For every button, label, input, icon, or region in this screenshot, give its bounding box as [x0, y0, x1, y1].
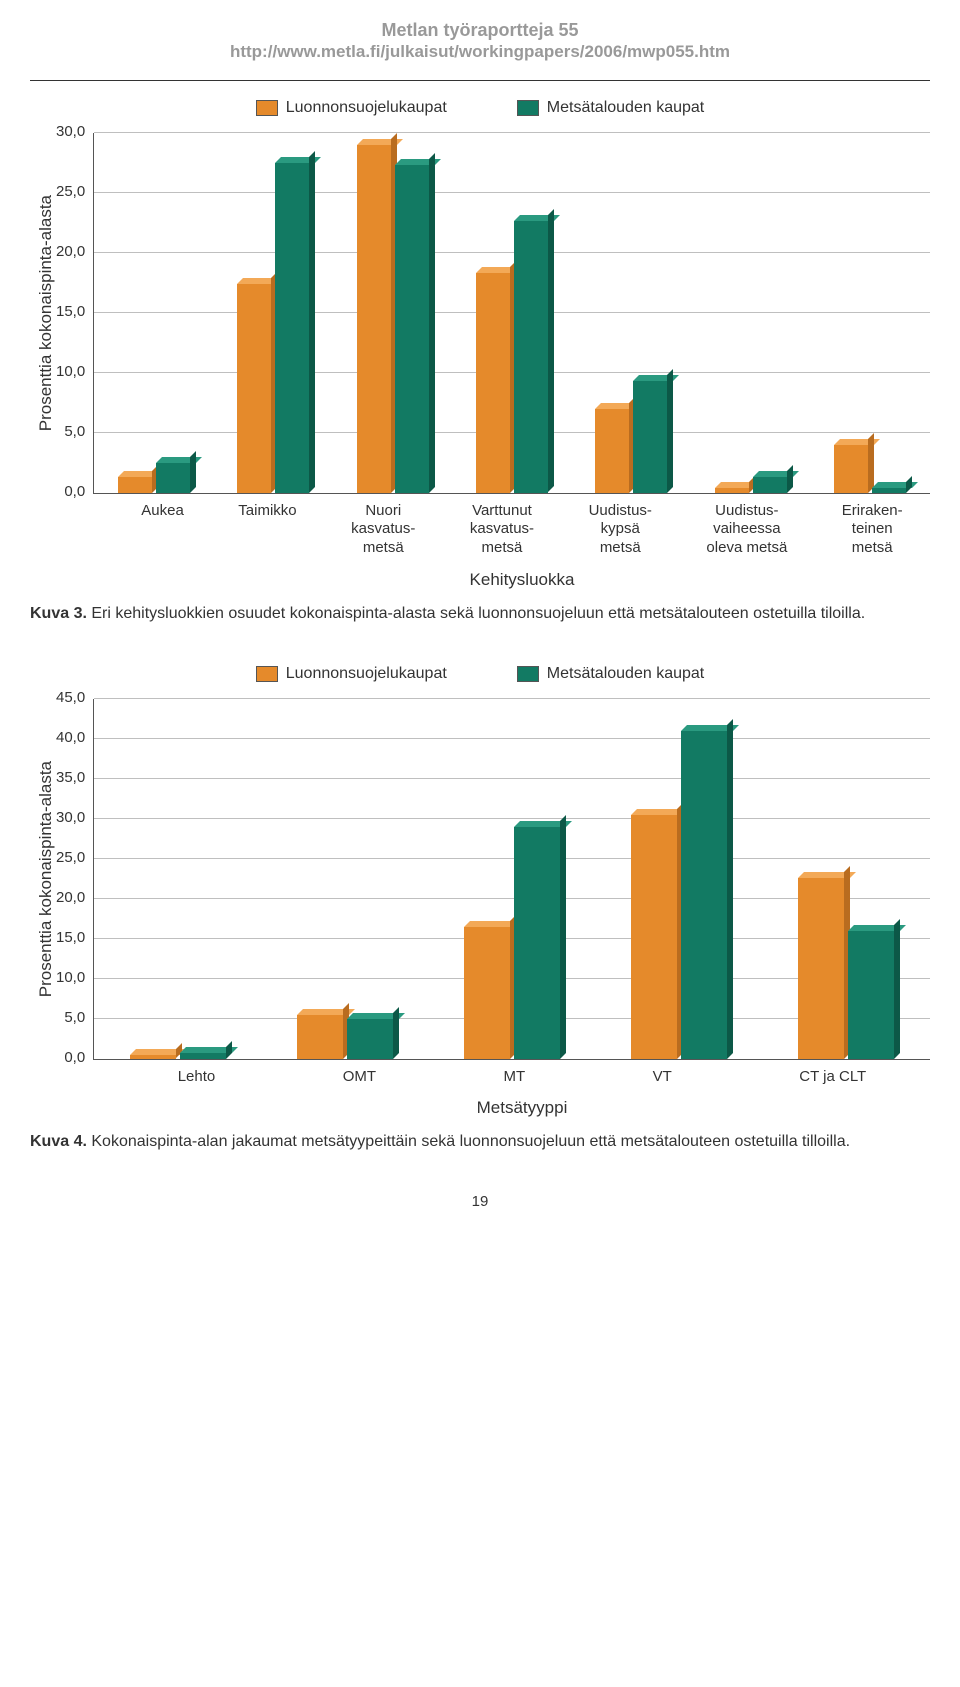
y-axis-label: Prosenttia kokonaispinta-alasta: [30, 761, 56, 997]
x-tick-label: MT: [504, 1068, 526, 1087]
chart-wrap: Prosenttia kokonaispinta-alasta 30,025,0…: [30, 133, 930, 494]
bar: [357, 145, 391, 493]
legend-label: Luonnonsuojelukaupat: [286, 665, 447, 683]
legend-item-1: Luonnonsuojelukaupat: [256, 99, 447, 117]
legend-label: Metsätalouden kaupat: [547, 99, 704, 117]
x-tick-label: Nuorikasvatus-metsä: [351, 502, 415, 558]
chart-wrap: Prosenttia kokonaispinta-alasta 45,040,0…: [30, 699, 930, 1060]
x-tick-label: Eriraken-teinenmetsä: [842, 502, 903, 558]
legend-label: Luonnonsuojelukaupat: [286, 99, 447, 117]
bar: [297, 1015, 343, 1059]
bar: [633, 381, 667, 493]
y-axis: 45,040,035,030,025,020,015,010,05,00,0: [56, 699, 93, 1059]
bar: [156, 463, 190, 493]
bar: [476, 273, 510, 493]
y-axis: 30,025,020,015,010,05,00,0: [56, 133, 93, 493]
bar: [395, 165, 429, 493]
header-rule: [30, 80, 930, 81]
bar-group: [834, 133, 906, 493]
x-tick-label: Taimikko: [238, 502, 296, 558]
bar: [514, 827, 560, 1059]
bar: [681, 731, 727, 1059]
legend: Luonnonsuojelukaupat Metsätalouden kaupa…: [30, 99, 930, 117]
bar-group: [237, 133, 309, 493]
caption-bold: Kuva 3.: [30, 605, 87, 622]
bar: [180, 1053, 226, 1059]
bar-group: [357, 133, 429, 493]
bar: [464, 927, 510, 1059]
bar-group: [297, 699, 393, 1059]
x-tick-label: Varttunutkasvatus-metsä: [470, 502, 534, 558]
bar-group: [130, 699, 226, 1059]
bar: [798, 878, 844, 1059]
chart-2: Luonnonsuojelukaupat Metsätalouden kaupa…: [30, 665, 930, 1154]
bar: [595, 409, 629, 493]
page-header: Metlan työraportteja 55 http://www.metla…: [30, 20, 930, 62]
bar: [834, 445, 868, 493]
x-tick-label: Uudistus-kypsämetsä: [589, 502, 652, 558]
x-tick-label: CT ja CLT: [799, 1068, 866, 1087]
plot-area: [93, 133, 930, 494]
legend: Luonnonsuojelukaupat Metsätalouden kaupa…: [30, 665, 930, 683]
legend-swatch-icon: [256, 666, 278, 682]
x-tick-label: Lehto: [178, 1068, 216, 1087]
x-tick-label: Aukea: [141, 502, 184, 558]
legend-swatch-icon: [256, 100, 278, 116]
x-tick-label: OMT: [343, 1068, 376, 1087]
bar-group: [476, 133, 548, 493]
caption-text: Eri kehitysluokkien osuudet kokonaispint…: [87, 605, 865, 622]
chart-caption: Kuva 3. Eri kehitysluokkien osuudet koko…: [30, 604, 930, 625]
bar: [130, 1055, 176, 1058]
legend-swatch-icon: [517, 666, 539, 682]
x-tick-label: VT: [653, 1068, 672, 1087]
y-axis-label: Prosenttia kokonaispinta-alasta: [30, 195, 56, 431]
x-axis-labels: Lehto OMT MT VT CT ja CLT: [114, 1068, 930, 1087]
caption-bold: Kuva 4.: [30, 1133, 87, 1150]
bar: [848, 931, 894, 1059]
bar-group: [595, 133, 667, 493]
chart-1: Luonnonsuojelukaupat Metsätalouden kaupa…: [30, 99, 930, 625]
bar: [514, 221, 548, 492]
caption-text: Kokonaispinta-alan jakaumat metsätyypeit…: [87, 1133, 850, 1150]
x-tick-label: Uudistus-vaiheessaoleva metsä: [706, 502, 787, 558]
bar: [237, 284, 271, 493]
legend-label: Metsätalouden kaupat: [547, 665, 704, 683]
bar: [347, 1019, 393, 1059]
doc-title: Metlan työraportteja 55: [30, 20, 930, 42]
bar: [118, 477, 152, 493]
doc-url: http://www.metla.fi/julkaisut/workingpap…: [30, 42, 930, 62]
x-axis-labels: Aukea Taimikko Nuorikasvatus-metsä Varttunu…: [114, 502, 930, 558]
page-number: 19: [30, 1193, 930, 1210]
bar: [275, 163, 309, 493]
legend-item-2: Metsätalouden kaupat: [517, 99, 704, 117]
bar: [753, 477, 787, 493]
x-axis-title: Kehitysluokka: [114, 570, 930, 590]
bar-group: [118, 133, 190, 493]
bar: [715, 488, 749, 493]
bar: [631, 815, 677, 1059]
bar-group: [798, 699, 894, 1059]
x-axis-title: Metsätyyppi: [114, 1098, 930, 1118]
legend-item-1: Luonnonsuojelukaupat: [256, 665, 447, 683]
bar-group: [631, 699, 727, 1059]
legend-item-2: Metsätalouden kaupat: [517, 665, 704, 683]
plot-area: [93, 699, 930, 1060]
legend-swatch-icon: [517, 100, 539, 116]
bar-group: [715, 133, 787, 493]
bar-group: [464, 699, 560, 1059]
bar: [872, 488, 906, 493]
chart-caption: Kuva 4. Kokonaispinta-alan jakaumat mets…: [30, 1132, 930, 1153]
